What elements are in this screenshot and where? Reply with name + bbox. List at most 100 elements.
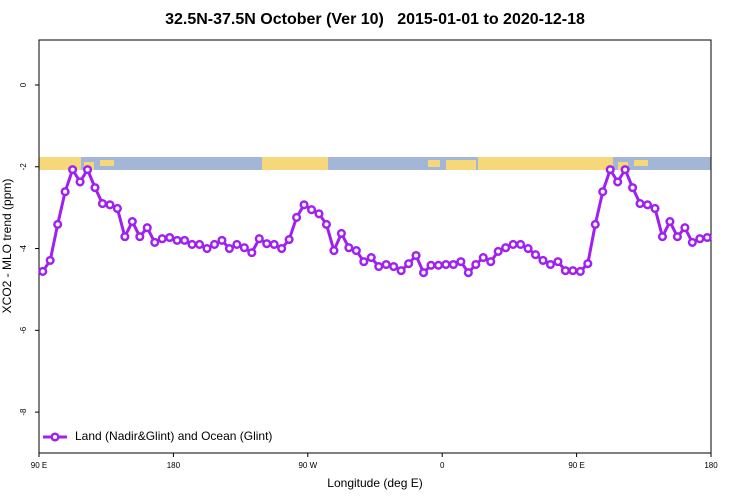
data-point — [157, 234, 167, 244]
x-tick-label: 90 W — [298, 461, 317, 470]
x-tick-label: 90 E — [568, 461, 584, 470]
data-point — [112, 203, 122, 214]
data-point — [344, 243, 354, 253]
data-point — [530, 250, 541, 260]
data-point — [336, 228, 346, 238]
data-point — [441, 259, 451, 270]
data-point — [493, 246, 503, 256]
data-point — [38, 266, 48, 276]
data-point — [284, 234, 294, 245]
data-point — [605, 165, 615, 175]
y-tick-label: -4 — [19, 244, 28, 252]
data-point — [277, 243, 287, 254]
data-point — [329, 246, 339, 256]
chart-title: 32.5N-37.5N October (Ver 10) 2015-01-01 … — [165, 11, 585, 28]
data-point — [82, 165, 93, 175]
data-point — [680, 223, 690, 233]
legend-label: Land (Nadir&Glint) and Ocean (Glint) — [75, 429, 272, 443]
data-point — [404, 259, 414, 269]
data-point — [426, 260, 436, 270]
data-point — [306, 205, 317, 215]
data-point — [590, 219, 600, 229]
data-point — [418, 268, 429, 278]
land-band — [634, 160, 648, 166]
data-point — [165, 232, 175, 243]
data-point — [68, 165, 78, 175]
data-point — [508, 239, 518, 250]
data-point — [351, 246, 361, 256]
data-point — [389, 261, 399, 272]
data-point — [292, 212, 302, 223]
data-point — [672, 232, 682, 242]
data-point — [628, 183, 638, 193]
data-point — [471, 259, 481, 270]
data-point — [150, 237, 160, 247]
data-point — [448, 259, 458, 270]
data-point — [172, 235, 182, 245]
data-point — [695, 234, 705, 244]
land-band — [428, 160, 440, 167]
x-axis-label: Longitude (deg E) — [327, 476, 422, 490]
data-point — [463, 268, 473, 278]
data-point — [180, 235, 190, 245]
y-tick-label: -2 — [19, 163, 28, 171]
data-point — [142, 223, 152, 233]
data-point — [105, 200, 115, 210]
data-point — [620, 165, 630, 175]
data-point — [657, 232, 668, 242]
data-point — [516, 239, 526, 250]
land-band — [446, 160, 476, 170]
data-point — [374, 261, 384, 272]
plot-frame — [38, 39, 712, 454]
data-point — [381, 259, 391, 270]
data-point — [486, 257, 496, 267]
data-point — [75, 177, 85, 187]
land-band — [497, 157, 613, 170]
data-point — [97, 199, 108, 209]
x-tick-label: 0 — [440, 461, 445, 470]
x-tick-label: 180 — [167, 461, 181, 470]
data-point — [598, 187, 608, 197]
land-band — [100, 160, 114, 166]
data-point — [501, 243, 511, 253]
data-point — [665, 217, 675, 227]
y-tick-label: -8 — [19, 408, 28, 416]
data-point — [202, 243, 212, 254]
data-point — [560, 266, 570, 276]
data-point — [299, 200, 309, 210]
data-point — [321, 219, 332, 229]
land-band — [262, 157, 328, 170]
data-point — [478, 252, 488, 263]
x-tick-label: 180 — [704, 461, 718, 470]
data-point — [239, 243, 249, 253]
data-point — [269, 239, 279, 250]
data-point — [583, 259, 593, 269]
data-point — [209, 239, 220, 250]
data-point — [90, 183, 100, 193]
data-point — [247, 248, 257, 258]
data-point — [568, 266, 578, 276]
data-point — [702, 232, 712, 243]
data-point — [366, 252, 376, 263]
x-tick-label: 90 E — [31, 461, 47, 470]
data-point — [650, 203, 660, 214]
data-point — [187, 239, 197, 250]
data-point — [224, 243, 234, 254]
data-point — [135, 232, 145, 242]
legend-marker — [50, 432, 60, 442]
data-point — [359, 257, 369, 267]
data-point — [45, 255, 55, 265]
data-point — [120, 232, 130, 242]
data-point — [314, 209, 324, 219]
data-point — [553, 257, 563, 267]
data-point — [127, 217, 137, 227]
y-axis-label: XCO2 - MLO trend (ppm) — [0, 179, 14, 314]
data-point — [635, 199, 645, 209]
data-point — [60, 187, 70, 197]
data-point — [396, 266, 406, 276]
data-point — [194, 239, 205, 250]
data-point — [254, 234, 264, 244]
data-point — [456, 257, 466, 267]
data-point — [687, 237, 697, 247]
